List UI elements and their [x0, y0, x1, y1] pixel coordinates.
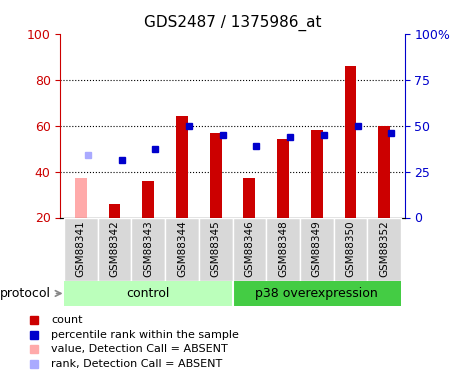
Text: GSM88352: GSM88352	[379, 220, 389, 278]
Bar	[210, 132, 221, 218]
Bar	[199, 217, 232, 281]
Bar	[64, 281, 232, 306]
Bar	[176, 116, 188, 218]
Bar	[367, 217, 401, 281]
Bar	[266, 217, 300, 281]
Bar	[379, 126, 390, 218]
Text: rank, Detection Call = ABSENT: rank, Detection Call = ABSENT	[51, 359, 222, 369]
Text: value, Detection Call = ABSENT: value, Detection Call = ABSENT	[51, 345, 228, 354]
Text: protocol: protocol	[0, 287, 51, 300]
Bar	[311, 130, 323, 218]
Text: GSM88348: GSM88348	[278, 220, 288, 278]
Bar	[244, 178, 255, 218]
Text: GSM88342: GSM88342	[109, 220, 120, 278]
Bar	[232, 217, 266, 281]
Text: percentile rank within the sample: percentile rank within the sample	[51, 330, 239, 340]
Bar	[98, 217, 131, 281]
Title: GDS2487 / 1375986_at: GDS2487 / 1375986_at	[144, 15, 321, 31]
Text: p38 overexpression: p38 overexpression	[255, 287, 378, 300]
Text: GSM88350: GSM88350	[345, 220, 356, 278]
Text: GSM88341: GSM88341	[76, 220, 86, 278]
Bar	[277, 140, 289, 218]
Bar	[232, 281, 401, 306]
Bar	[142, 181, 154, 218]
Text: GSM88346: GSM88346	[245, 220, 254, 278]
Bar	[334, 217, 367, 281]
Bar	[75, 178, 86, 218]
Bar	[345, 66, 357, 218]
Bar	[165, 217, 199, 281]
Text: GSM88343: GSM88343	[143, 220, 153, 278]
Text: GSM88345: GSM88345	[211, 220, 220, 278]
Text: GSM88344: GSM88344	[177, 220, 187, 278]
Text: GSM88349: GSM88349	[312, 220, 322, 278]
Bar	[108, 204, 120, 218]
Text: count: count	[51, 315, 83, 326]
Bar	[300, 217, 334, 281]
Text: control: control	[126, 287, 170, 300]
Bar	[131, 217, 165, 281]
Bar	[64, 217, 98, 281]
